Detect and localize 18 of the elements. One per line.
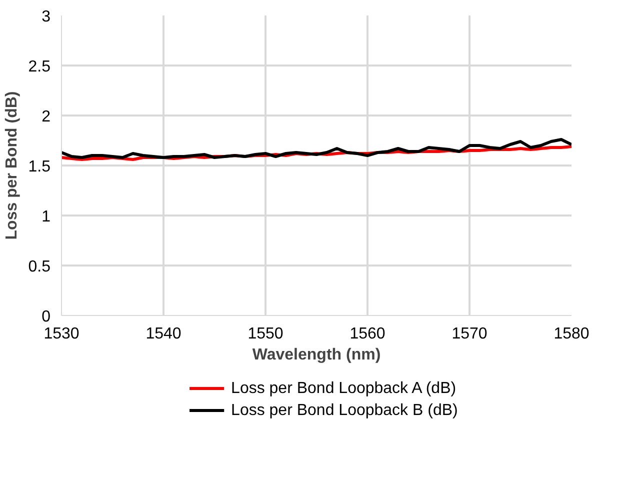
x-tick-label: 1560 xyxy=(350,326,386,342)
x-tick-label: 1580 xyxy=(554,326,590,342)
x-axis-title: Wavelength (nm) xyxy=(252,346,381,364)
legend-label: Loss per Bond Loopback A (dB) xyxy=(231,380,456,397)
x-tick-label: 1530 xyxy=(44,326,80,342)
x-tick-label: 1540 xyxy=(146,326,182,342)
y-tick-label: 1 xyxy=(42,208,51,226)
line-series xyxy=(62,138,572,159)
y-tick-label: 0.5 xyxy=(28,258,51,276)
y-axis-title: Loss per Bond (dB) xyxy=(3,91,20,240)
x-tick-label: 1570 xyxy=(452,326,488,342)
y-tick-label: 2.5 xyxy=(28,58,51,76)
y-tick-label: 2 xyxy=(42,108,51,126)
x-tick-label: 1550 xyxy=(248,326,284,342)
y-tick-label: 1.5 xyxy=(28,158,51,176)
y-tick-label: 3 xyxy=(42,8,51,26)
y-tick-label: 0 xyxy=(42,308,51,326)
legend-label: Loss per Bond Loopback B (dB) xyxy=(231,402,458,419)
